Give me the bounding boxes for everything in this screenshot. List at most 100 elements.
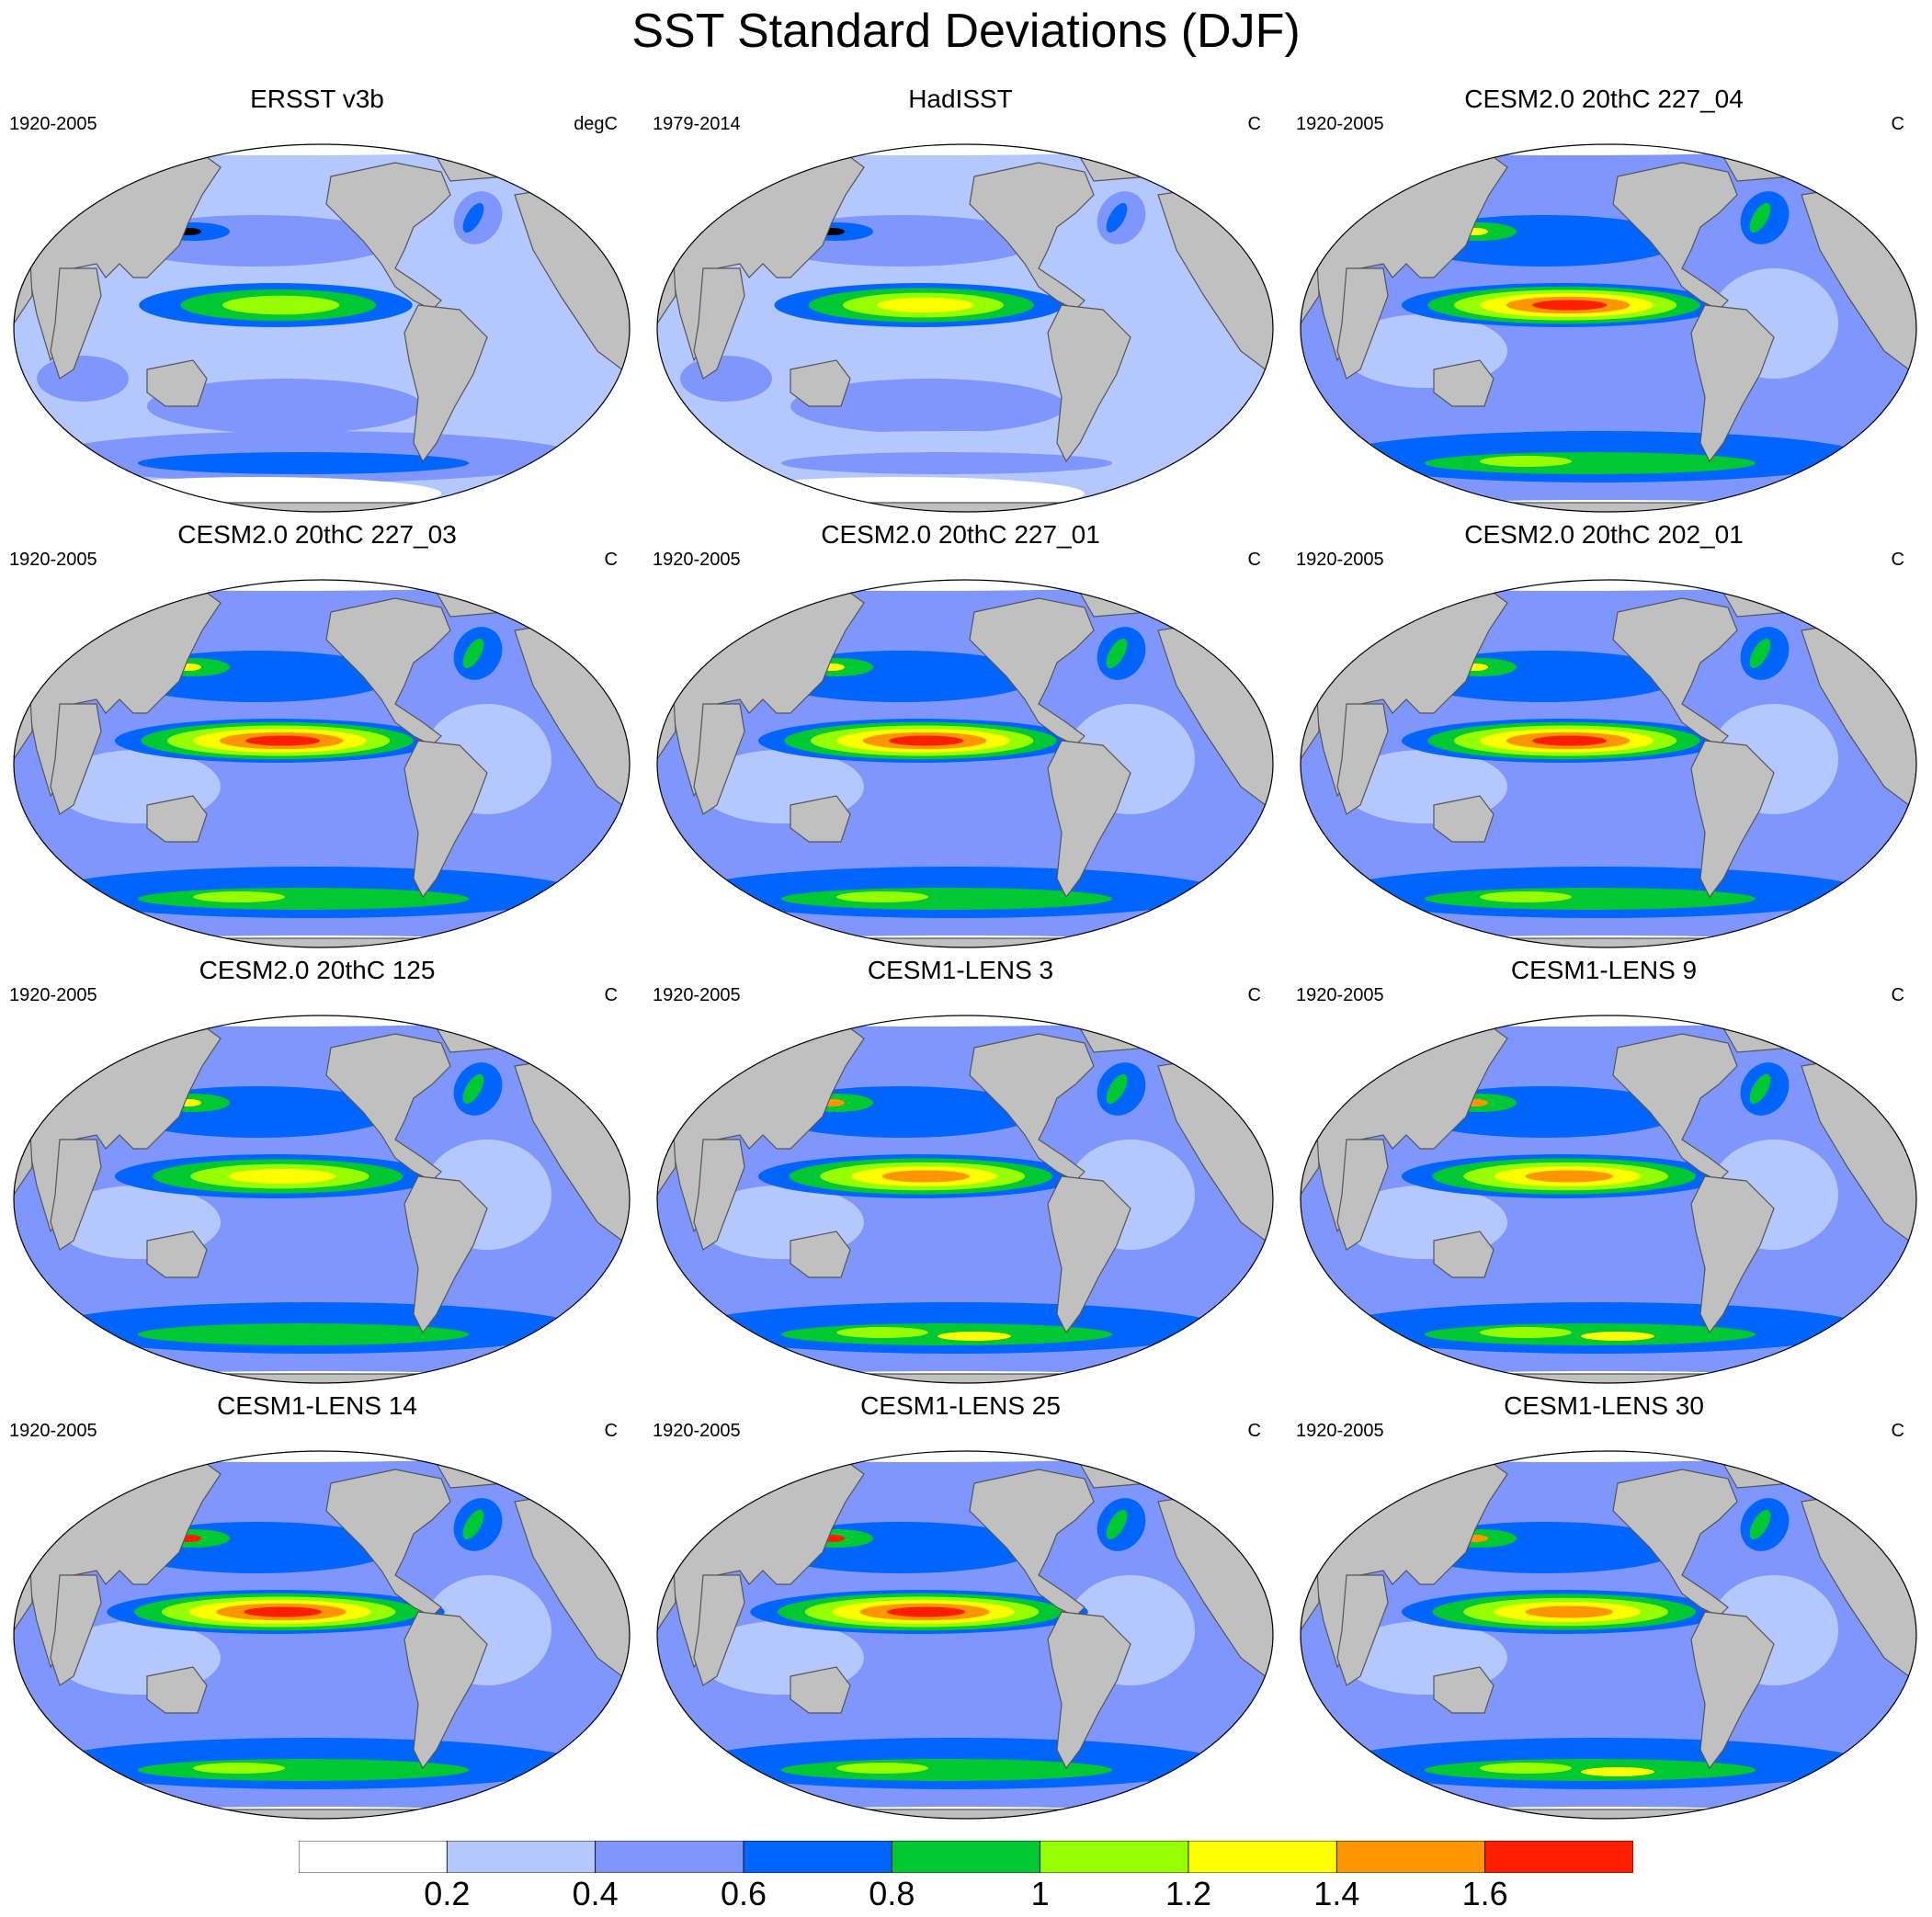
panel-unit: C: [1891, 1421, 1904, 1441]
panel-period: 1920-2005: [9, 550, 97, 570]
arctic-ice-edge: [657, 1451, 1204, 1462]
colorbar-swatch: [1040, 1841, 1189, 1873]
map-outline: [13, 579, 631, 948]
arctic-ice-edge: [14, 1451, 561, 1462]
south-america-landmass: [1690, 740, 1775, 899]
figure-title: SST Standard Deviations (DJF): [631, 5, 1301, 58]
southern-ocean-core: [781, 452, 1112, 474]
colorbar-swatch: [1335, 1841, 1486, 1873]
africa-landmass: [693, 267, 745, 380]
gulf-stream-core: [1749, 638, 1771, 669]
map-outline: [656, 1450, 1274, 1820]
africa-landmass: [50, 1139, 102, 1251]
robinson-map: [1300, 1015, 1917, 1384]
gulf-stream-core: [1749, 202, 1771, 233]
panel-title: ERSST v3b: [250, 85, 384, 113]
map-panel: CESM2.0 20thC 227_01 1920-2005 C: [643, 520, 1278, 952]
map-panel: CESM2.0 20thC 227_03 1920-2005 C: [0, 520, 634, 952]
southern-ocean-core: [781, 1759, 1112, 1781]
australia-landmass: [146, 1231, 208, 1278]
south-america-landmass: [1047, 740, 1131, 899]
indian-band: [37, 356, 129, 402]
enso-tongue-level-8: [244, 1606, 323, 1617]
panel-period: 1920-2005: [653, 1421, 741, 1441]
map-outline: [1300, 1015, 1917, 1384]
panel-period: 1920-2005: [1296, 114, 1384, 134]
antarctica-landmass: [657, 937, 1273, 947]
map-panel: CESM1-LENS 14 1920-2005 C: [0, 1391, 634, 1823]
australia-landmass: [146, 795, 208, 843]
arctic-ice-edge: [1301, 1015, 1847, 1027]
colorbar-swatch: [1484, 1841, 1633, 1873]
arctic-ice-edge: [1301, 144, 1847, 155]
robinson-map: [1300, 1450, 1917, 1820]
gulf-stream-core: [462, 1073, 484, 1105]
enso-tongue-level-7: [881, 1170, 970, 1183]
panel-title: CESM1-LENS 3: [867, 956, 1054, 984]
panel-period: 1920-2005: [1296, 1421, 1384, 1441]
ocean-field: [657, 580, 1273, 947]
map-outline: [656, 1015, 1274, 1384]
australia-landmass: [1433, 1231, 1494, 1278]
panel-unit: degC: [574, 114, 618, 134]
north-america-landmass: [325, 1033, 451, 1182]
antarctica-landmass: [1301, 937, 1916, 947]
robinson-map: [656, 143, 1274, 513]
panel-title: CESM2.0 20thC 125: [199, 956, 436, 984]
antarctica-landmass: [14, 1809, 630, 1819]
southern-ocean-core: [1425, 888, 1756, 910]
robinson-map: [13, 1015, 631, 1384]
southern-ocean-core: [138, 888, 469, 910]
colorbar-swatches: [299, 1841, 1633, 1873]
southern-ocean-core: [781, 888, 1112, 910]
south-america-landmass: [403, 740, 488, 899]
arctic-ice-edge: [1301, 580, 1847, 591]
gulf-stream-core: [1106, 202, 1128, 233]
south-america-landmass: [1047, 1175, 1131, 1334]
ocean-field: [14, 144, 630, 512]
australia-landmass: [790, 1231, 851, 1278]
panel-period: 1920-2005: [9, 1421, 97, 1441]
colorbar-swatch: [743, 1841, 892, 1873]
australia-landmass: [146, 359, 208, 407]
north-america-landmass: [325, 1469, 451, 1617]
map-outline: [13, 143, 631, 513]
panel-title: CESM1-LENS 9: [1510, 956, 1698, 984]
panel-unit: C: [1247, 985, 1261, 1005]
colorbar-tick-label: 1.6: [1461, 1875, 1508, 1912]
map-outline: [1300, 143, 1917, 513]
ocean-field: [1301, 1451, 1916, 1819]
map-panel: CESM1-LENS 9 1920-2005 C: [1287, 956, 1921, 1388]
southern-ocean-max: [1581, 1767, 1654, 1776]
gulf-stream-core: [462, 638, 484, 669]
enso-tongue-level-6: [877, 298, 974, 312]
arctic-ice-edge: [14, 580, 561, 591]
africa-landmass: [693, 1139, 745, 1251]
arctic-ice-edge: [657, 1015, 1204, 1027]
enso-tongue-level-7: [1525, 1170, 1613, 1183]
australia-landmass: [1433, 1666, 1494, 1714]
antarctica-landmass: [657, 1809, 1273, 1819]
southern-ocean-core: [138, 1323, 469, 1345]
panel-period: 1920-2005: [1296, 550, 1384, 570]
panel-unit: C: [604, 550, 618, 570]
south-pacific-band: [147, 379, 423, 434]
enso-tongue-level-8: [245, 735, 321, 746]
colorbar-swatch: [891, 1841, 1041, 1873]
panel-title: CESM2.0 20thC 227_03: [177, 520, 457, 549]
southern-ocean-peak: [1480, 1763, 1572, 1774]
arctic-ice-edge: [657, 144, 1204, 155]
gulf-stream-core: [1106, 1509, 1128, 1540]
gulf-stream-core: [1106, 638, 1128, 669]
australia-landmass: [1433, 795, 1494, 843]
antarctica-landmass: [1301, 502, 1916, 512]
ocean-field: [657, 1015, 1273, 1383]
colorbar: [299, 1841, 1633, 1873]
panel-unit: C: [1891, 114, 1904, 134]
arctic-ice-edge: [1301, 1451, 1847, 1462]
antarctica-landmass: [657, 1373, 1273, 1383]
panel-title: CESM1-LENS 14: [217, 1391, 417, 1420]
australia-landmass: [146, 1666, 208, 1714]
south-america-landmass: [403, 1175, 488, 1334]
africa-landmass: [50, 267, 102, 380]
